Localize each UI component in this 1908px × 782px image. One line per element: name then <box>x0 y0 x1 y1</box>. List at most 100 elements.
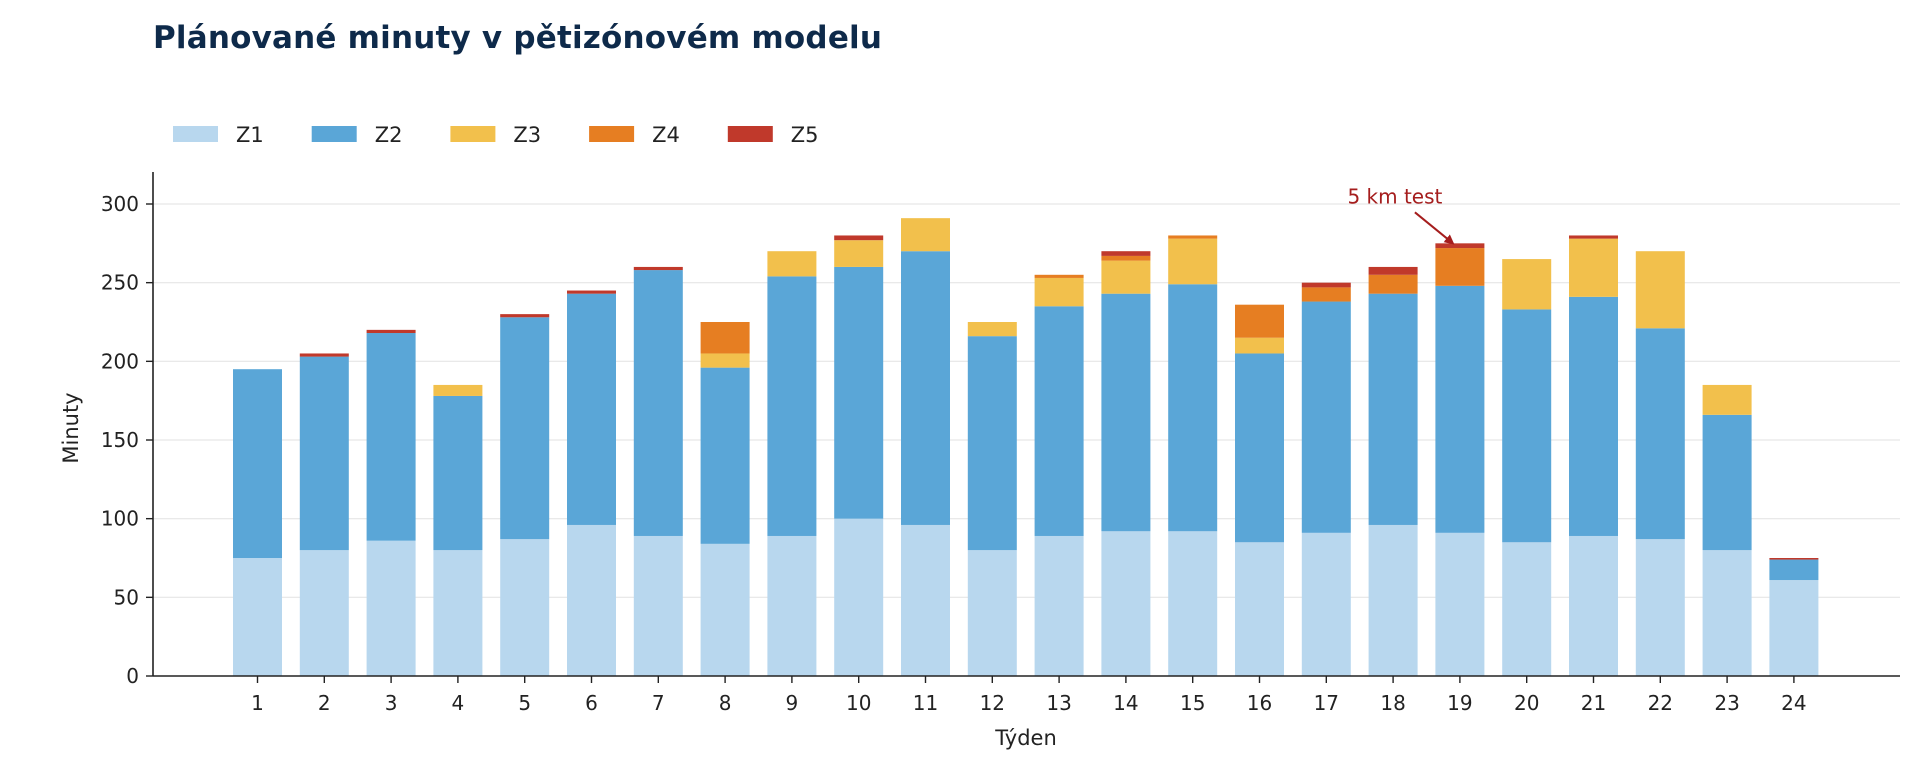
bar-segment-z1 <box>233 558 282 676</box>
bar-segment-z4 <box>1168 235 1218 239</box>
x-tick-label: 10 <box>846 691 871 715</box>
legend-swatch-z2 <box>311 126 357 142</box>
legend-swatch-z5 <box>727 126 773 142</box>
bar-segment-z3 <box>901 218 950 252</box>
x-tick-label: 9 <box>786 691 799 715</box>
bar-segment-z1 <box>1502 542 1552 676</box>
bar-segment-z1 <box>1435 532 1485 676</box>
bars <box>233 218 1819 676</box>
y-tick-label: 300 <box>101 192 139 216</box>
bar-segment-z3 <box>1235 337 1284 354</box>
bar-segment-z1 <box>1301 532 1351 676</box>
bar-segment-z2 <box>366 333 416 541</box>
bar-segment-z4 <box>1435 248 1485 286</box>
x-tick-label: 13 <box>1046 691 1071 715</box>
x-tick-label: 4 <box>452 691 465 715</box>
x-tick-label: 16 <box>1247 691 1272 715</box>
bar-segment-z5 <box>1301 282 1351 288</box>
bar-segment-z2 <box>1502 309 1552 543</box>
bar-segment-z1 <box>1702 550 1752 676</box>
x-tick-label: 7 <box>652 691 665 715</box>
y-tick-label: 0 <box>126 664 139 688</box>
legend-label-z4: Z4 <box>652 123 680 147</box>
bar-segment-z1 <box>834 518 884 676</box>
bar-segment-z1 <box>299 550 349 676</box>
bar-segment-z3 <box>1101 260 1151 294</box>
bar-segment-z1 <box>1101 531 1151 676</box>
bar-segment-z1 <box>901 524 950 676</box>
legend-label-z1: Z1 <box>236 123 264 147</box>
bar-segment-z2 <box>1034 306 1084 536</box>
x-axis-label: Týden <box>994 726 1057 750</box>
legend-swatch-z3 <box>450 126 496 142</box>
bar-segment-z3 <box>700 353 750 368</box>
bar-segment-z2 <box>433 395 483 551</box>
bar-segment-z1 <box>567 524 616 676</box>
x-tick-label: 20 <box>1514 691 1539 715</box>
x-tick-label: 6 <box>585 691 598 715</box>
x-tick-label: 17 <box>1314 691 1339 715</box>
legend-label-z2: Z2 <box>375 123 403 147</box>
bar-segment-z2 <box>1235 353 1284 543</box>
y-axis-label: Minuty <box>59 392 83 463</box>
bar-segment-z2 <box>233 369 282 558</box>
bar-segment-z5 <box>1769 558 1819 560</box>
bar-segment-z4 <box>1301 287 1351 302</box>
x-tick-label: 19 <box>1447 691 1472 715</box>
bar-segment-z1 <box>700 543 750 676</box>
x-tick-label: 22 <box>1648 691 1673 715</box>
y-tick-label: 250 <box>101 271 139 295</box>
x-tick-label: 1 <box>251 691 264 715</box>
annotation-label: 5 km test <box>1347 184 1442 208</box>
x-tick-label: 5 <box>518 691 531 715</box>
axes <box>152 172 1900 677</box>
bar-segment-z2 <box>700 367 750 544</box>
bar-segment-z5 <box>299 353 349 357</box>
chart-title: Plánované minuty v pětizónovém modelu <box>153 20 883 56</box>
bar-segment-z2 <box>1702 414 1752 551</box>
bar-segment-z3 <box>767 251 817 277</box>
bar-segment-z5 <box>1569 235 1618 239</box>
bar-segment-z3 <box>433 384 483 396</box>
y-tick-label: 200 <box>101 349 139 373</box>
x-tick-label: 2 <box>318 691 331 715</box>
x-tick-label: 14 <box>1113 691 1138 715</box>
legend-swatch-z1 <box>173 126 218 142</box>
bar-segment-z3 <box>1502 259 1552 310</box>
bar-segment-z1 <box>1034 535 1084 676</box>
bar-segment-z3 <box>1168 238 1218 285</box>
bar-segment-z2 <box>901 251 950 525</box>
bar-segment-z5 <box>1368 266 1418 275</box>
bar-segment-z5 <box>1435 243 1485 249</box>
x-tick-label: 12 <box>980 691 1005 715</box>
bar-segment-z2 <box>1569 296 1618 536</box>
bar-segment-z4 <box>700 322 750 354</box>
bar-segment-z2 <box>500 317 550 540</box>
x-tick-label: 21 <box>1581 691 1606 715</box>
x-tick-label: 15 <box>1180 691 1205 715</box>
bar-segment-z2 <box>1635 328 1685 540</box>
bar-segment-z1 <box>1168 531 1218 676</box>
bar-segment-z3 <box>1034 277 1084 307</box>
bar-segment-z3 <box>1702 384 1752 415</box>
bar-segment-z2 <box>567 293 616 525</box>
x-tick-label: 3 <box>385 691 398 715</box>
legend-label-z5: Z5 <box>791 123 819 147</box>
legend: Z1 Z2 Z3 Z4 Z5 <box>173 123 819 147</box>
x-tick-label: 8 <box>719 691 732 715</box>
bar-segment-z5 <box>633 266 683 271</box>
x-tick-label: 11 <box>913 691 938 715</box>
bar-segment-z3 <box>1569 238 1618 297</box>
bar-segment-z2 <box>1301 301 1351 533</box>
legend-label-z3: Z3 <box>513 123 541 147</box>
bar-segment-z1 <box>433 550 483 676</box>
bar-segment-z1 <box>1569 535 1618 676</box>
bar-segment-z1 <box>767 535 817 676</box>
y-tick-label: 50 <box>114 585 139 609</box>
annotation-arrow <box>1414 211 1455 245</box>
bar-segment-z2 <box>967 336 1017 551</box>
bar-segment-z3 <box>1635 251 1685 329</box>
bar-segment-z2 <box>1168 284 1218 532</box>
bar-segment-z5 <box>500 314 550 318</box>
